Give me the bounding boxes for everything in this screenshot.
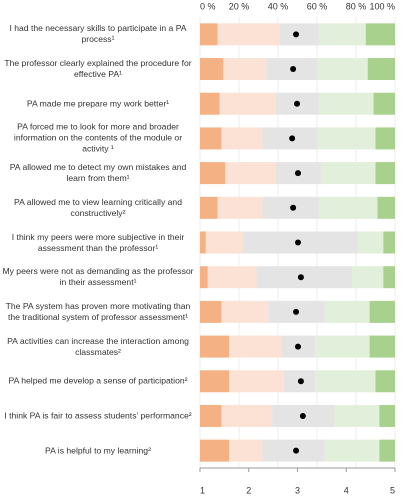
bar-segment <box>334 404 380 427</box>
category-label: PA allowed me to view learning criticall… <box>14 196 182 218</box>
bar-segment <box>318 196 378 219</box>
bar-segment <box>200 92 220 115</box>
category-label: I think my peers were more subjective in… <box>11 231 185 253</box>
bar-segment <box>315 335 370 358</box>
mean-dot <box>289 135 296 142</box>
top-tick-label: 0 % <box>200 1 216 11</box>
mean-dot <box>294 343 301 350</box>
bar-segment <box>219 92 277 115</box>
bar-segment <box>279 23 319 46</box>
bar-segment <box>320 162 376 185</box>
bar-segment <box>225 162 277 185</box>
bar-segment <box>373 92 395 115</box>
category-label: PA made me prepare my work better¹ <box>26 98 170 109</box>
bar-segment <box>375 127 395 150</box>
mean-dot <box>293 31 300 38</box>
bar-segment <box>229 335 282 358</box>
bar-segment <box>200 23 218 46</box>
bar-segment <box>200 370 230 393</box>
bar-segment <box>200 335 230 358</box>
mean-dot <box>290 66 297 73</box>
bar-segment <box>375 370 395 393</box>
bottom-tick-label: 3 <box>295 485 300 495</box>
bar-segment <box>207 266 257 289</box>
category-label: I think PA is fair to assess students' p… <box>4 410 192 421</box>
top-tick-label: 20 % <box>229 1 250 11</box>
bar-segment <box>379 404 395 427</box>
top-tick-label: 100 % <box>369 1 395 11</box>
bar-segment <box>200 300 222 323</box>
category-label: I had the necessary skills to participat… <box>9 23 187 45</box>
bar-segment <box>200 127 222 150</box>
bar-segment <box>318 92 374 115</box>
bar-segment <box>200 162 226 185</box>
category-label: The PA system has proven more motivating… <box>5 300 191 322</box>
bar-segment <box>229 439 263 462</box>
bar-segment <box>205 231 243 254</box>
category-label: PA helped me develop a sense of particip… <box>8 375 188 386</box>
bottom-tick-label: 5 <box>390 485 395 495</box>
bar-segment <box>369 300 395 323</box>
bar-segment <box>318 23 366 46</box>
bar-segment <box>324 439 380 462</box>
bar-segment <box>221 127 263 150</box>
bar-segment <box>200 58 224 81</box>
bar-segment <box>200 439 230 462</box>
category-label: PA is helpful to my learning² <box>45 445 151 456</box>
bar-segment <box>200 266 208 289</box>
category-label: PA forced me to look for more and broade… <box>13 121 183 154</box>
bar-segment <box>217 196 263 219</box>
bottom-tick-label: 2 <box>246 485 251 495</box>
top-tick-label: 40 % <box>268 1 289 11</box>
mean-dot <box>297 274 304 281</box>
bar-segment <box>217 23 280 46</box>
bar-segment <box>317 127 376 150</box>
bar-segment <box>377 196 395 219</box>
bottom-tick-label: 1 <box>200 485 205 495</box>
bar-segment <box>367 58 395 81</box>
bar-segment <box>383 231 395 254</box>
mean-dot <box>293 447 300 454</box>
mean-dot <box>293 308 300 315</box>
bar-segment <box>200 404 222 427</box>
bar-segment <box>352 266 384 289</box>
bar-segment <box>375 162 395 185</box>
bar-segment <box>256 266 353 289</box>
category-label: PA activities can increase the interacti… <box>7 335 189 357</box>
bottom-tick-label: 4 <box>344 485 349 495</box>
bar-segment <box>221 404 273 427</box>
bar-segment <box>315 370 376 393</box>
top-tick-label: 80 % <box>346 1 367 11</box>
mean-dot <box>297 378 304 385</box>
mean-dot <box>290 204 297 211</box>
bar-segment <box>365 23 395 46</box>
bar-segment <box>324 300 370 323</box>
bar-segment <box>357 231 384 254</box>
bar-segment <box>200 196 218 219</box>
bar-segment <box>383 266 395 289</box>
category-label: The professor clearly explained the proc… <box>4 58 192 80</box>
bar-segment <box>221 300 269 323</box>
bar-segment <box>379 439 395 462</box>
category-label: PA allowed me to detect my own mistakes … <box>9 162 187 184</box>
mean-dot <box>294 100 301 107</box>
mean-dot <box>294 239 301 246</box>
top-tick-label: 60 % <box>307 1 328 11</box>
bar-segment <box>200 231 206 254</box>
category-label: My peers were not as demanding as the pr… <box>2 266 194 288</box>
mean-dot <box>299 412 306 419</box>
bar-segment <box>229 370 284 393</box>
bar-segment <box>369 335 395 358</box>
mean-dot <box>294 170 301 177</box>
bar-segment <box>317 58 368 81</box>
bar-segment <box>223 58 267 81</box>
